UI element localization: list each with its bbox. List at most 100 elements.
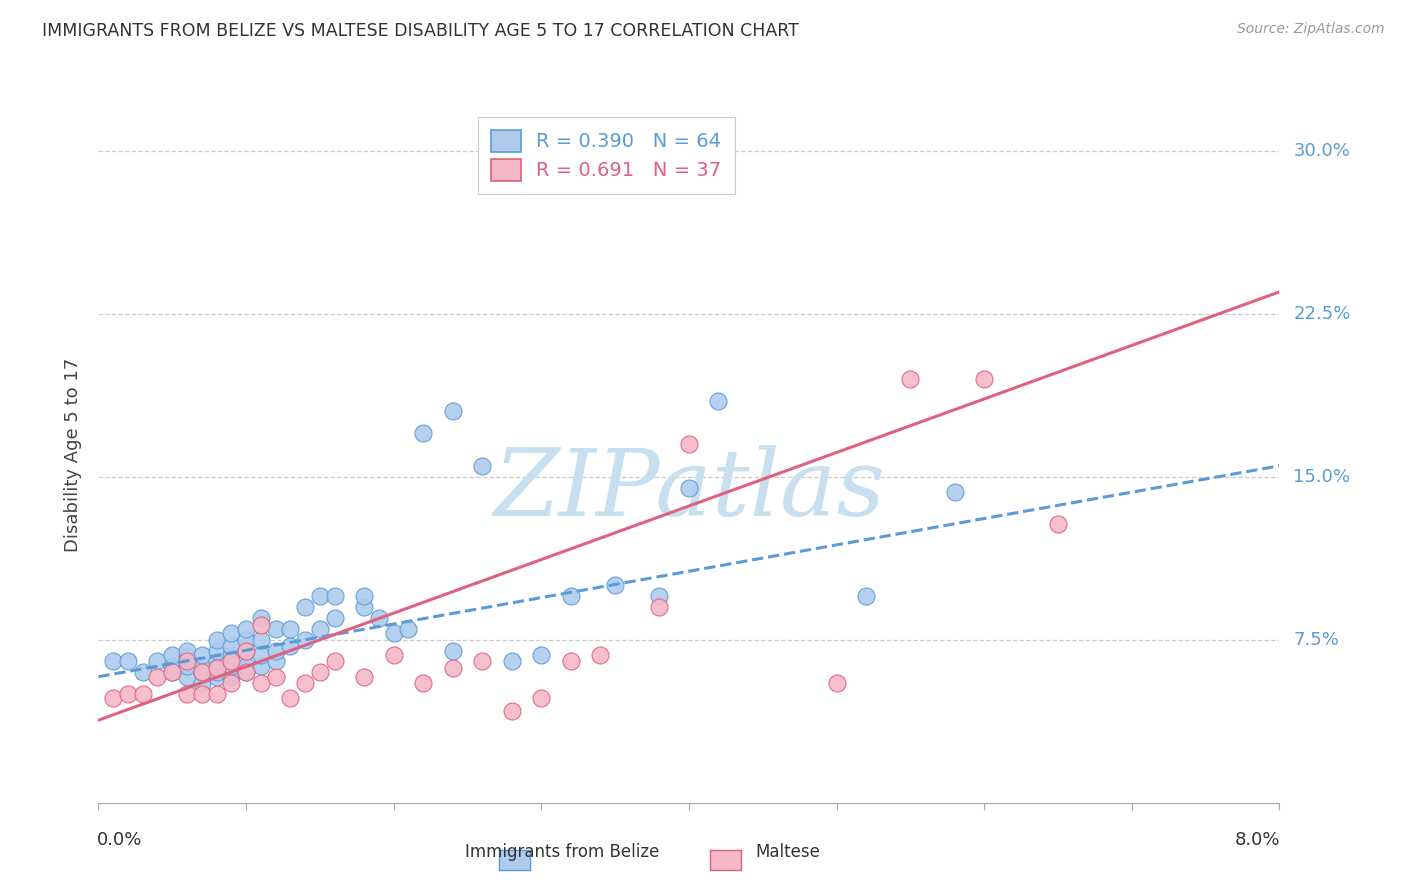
Point (353, 600, 375, 615)
Point (412, 676, 434, 690)
Point (235, 643, 257, 657)
Point (162, 665, 183, 680)
Point (235, 643, 257, 657)
Point (162, 658, 183, 673)
Point (205, 643, 228, 657)
Point (176, 658, 198, 673)
Point (191, 676, 214, 690)
Point (353, 670, 375, 684)
Point (308, 589, 332, 603)
Point (648, 600, 671, 615)
Point (367, 611, 389, 625)
Point (205, 670, 228, 684)
Point (219, 626, 242, 640)
Point (250, 617, 273, 632)
Point (235, 658, 257, 673)
Point (323, 655, 346, 669)
Point (441, 404, 464, 418)
Point (191, 687, 214, 701)
Point (191, 665, 214, 680)
Point (176, 670, 198, 684)
Point (162, 648, 183, 662)
Point (103, 655, 124, 669)
Point (605, 578, 627, 592)
Point (250, 658, 273, 673)
Point (441, 661, 464, 675)
Point (294, 676, 316, 690)
Point (560, 589, 582, 603)
Point (471, 458, 494, 473)
Point (235, 632, 257, 647)
Point (219, 658, 242, 673)
Point (898, 372, 921, 386)
Point (382, 648, 405, 662)
Point (855, 589, 877, 603)
Point (219, 639, 242, 653)
Point (294, 600, 316, 615)
Point (205, 687, 228, 701)
Point (176, 655, 198, 669)
Point (219, 676, 242, 690)
Point (648, 589, 671, 603)
Text: 22.5%: 22.5% (1294, 304, 1351, 323)
Point (146, 670, 169, 684)
Point (707, 393, 730, 408)
Text: IMMIGRANTS FROM BELIZE VS MALTESE DISABILITY AGE 5 TO 17 CORRELATION CHART: IMMIGRANTS FROM BELIZE VS MALTESE DISABI… (42, 22, 799, 40)
Point (353, 589, 375, 603)
Point (176, 687, 198, 701)
Text: Source: ZipAtlas.com: Source: ZipAtlas.com (1237, 22, 1385, 37)
Point (191, 658, 214, 673)
Point (250, 676, 273, 690)
Text: Maltese: Maltese (755, 843, 820, 861)
Text: 7.5%: 7.5% (1294, 631, 1340, 648)
Point (678, 481, 700, 495)
Point (205, 632, 228, 647)
Point (264, 622, 287, 636)
Point (973, 372, 995, 386)
Point (278, 622, 301, 636)
Text: 15.0%: 15.0% (1294, 467, 1350, 485)
Point (323, 589, 346, 603)
Point (471, 655, 494, 669)
Point (278, 691, 301, 706)
Point (205, 665, 228, 680)
Point (162, 665, 183, 680)
Point (191, 665, 214, 680)
Legend: R = 0.390   N = 64, R = 0.691   N = 37: R = 0.390 N = 64, R = 0.691 N = 37 (478, 117, 735, 194)
Point (294, 632, 316, 647)
Point (382, 626, 405, 640)
Point (530, 691, 553, 706)
Point (132, 687, 155, 701)
Point (308, 665, 332, 680)
Point (235, 622, 257, 636)
Text: Immigrants from Belize: Immigrants from Belize (465, 843, 659, 861)
Point (530, 648, 553, 662)
Point (250, 648, 273, 662)
Point (943, 484, 966, 499)
Point (132, 665, 155, 680)
Point (441, 643, 464, 657)
Point (103, 691, 124, 706)
Point (1046, 517, 1069, 532)
Point (219, 655, 242, 669)
Point (235, 665, 257, 680)
Point (235, 665, 257, 680)
Point (560, 655, 582, 669)
Point (117, 687, 139, 701)
Y-axis label: Disability Age 5 to 17: Disability Age 5 to 17 (65, 358, 83, 552)
Point (308, 622, 332, 636)
Point (412, 426, 434, 441)
Point (191, 648, 214, 662)
Text: 8.0%: 8.0% (1234, 830, 1281, 848)
Point (825, 676, 848, 690)
Point (205, 655, 228, 669)
Point (117, 655, 139, 669)
Point (176, 643, 198, 657)
Point (250, 611, 273, 625)
Point (219, 665, 242, 680)
Point (323, 611, 346, 625)
Text: 0.0%: 0.0% (97, 830, 142, 848)
Point (278, 639, 301, 653)
Point (264, 655, 287, 669)
Point (264, 670, 287, 684)
